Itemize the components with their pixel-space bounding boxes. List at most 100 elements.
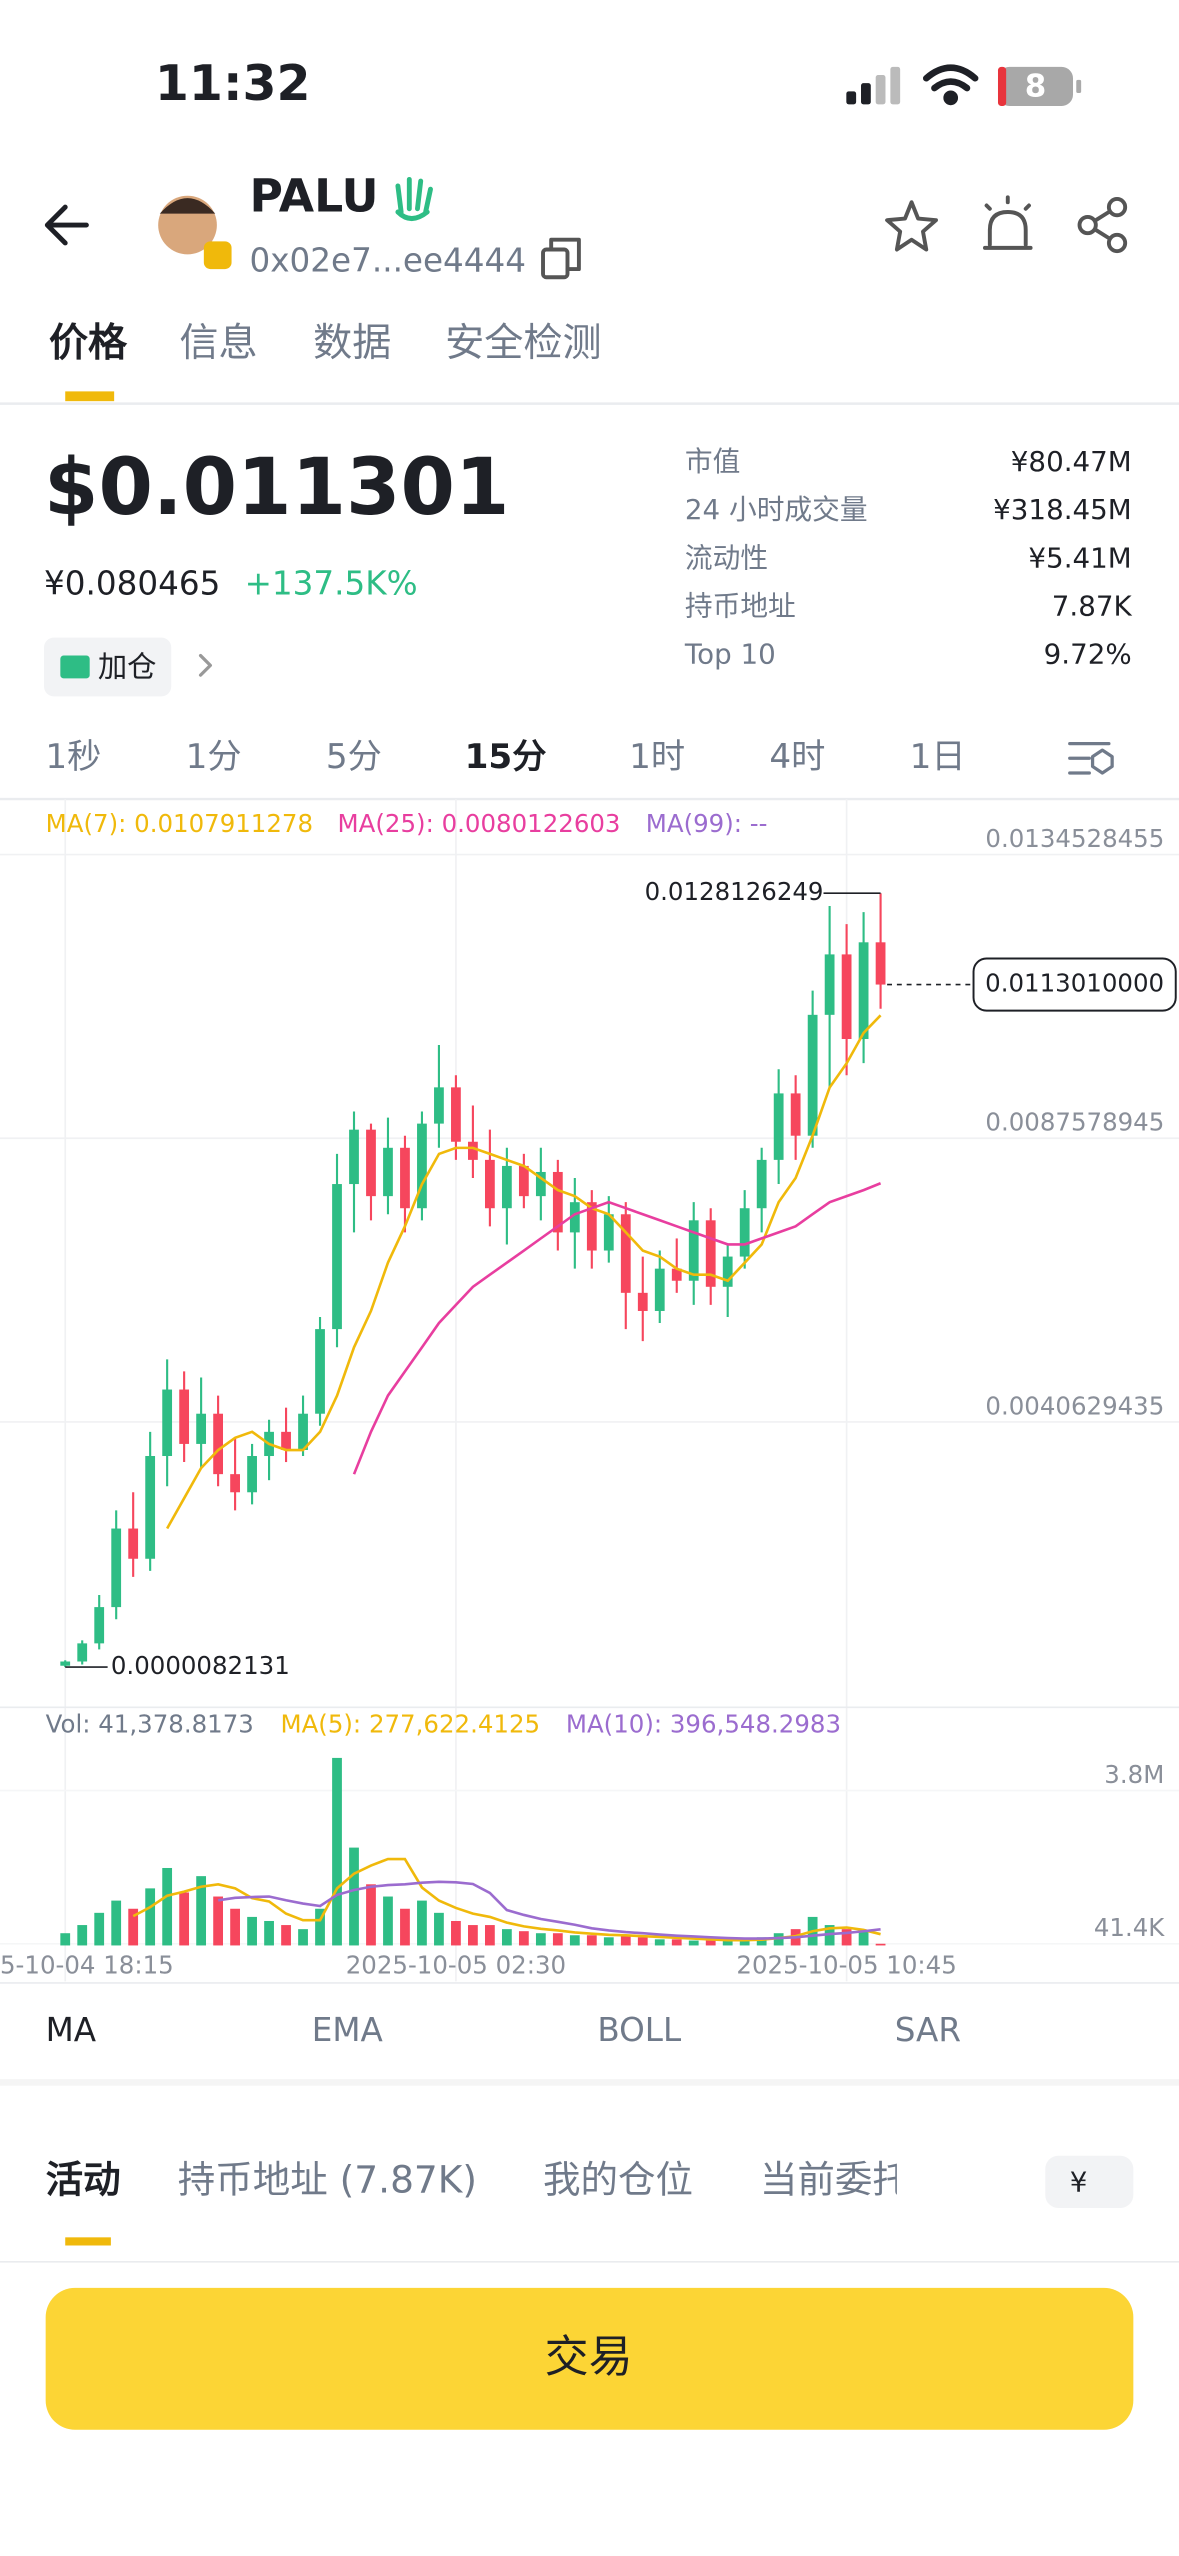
candle-body [111, 1528, 122, 1608]
stat-value: ¥318.45M [993, 493, 1132, 526]
candle-body [315, 1329, 325, 1414]
stat-label: 市值 [685, 445, 740, 478]
add-button[interactable]: 加仓 [44, 637, 172, 697]
candle-body [790, 1093, 801, 1136]
interval-tab[interactable]: 1时 [629, 737, 685, 777]
volume-bar [501, 1929, 512, 1946]
candle-body [603, 1214, 614, 1251]
volume-bar [603, 1937, 614, 1946]
battery-level [997, 66, 1007, 107]
header-tab[interactable]: 信息 [179, 321, 257, 366]
volume-legend: Vol: 41,378.8173 [46, 1709, 254, 1738]
interval-tab[interactable]: 1分 [186, 737, 242, 777]
volume-ma-legend: MA(5): 277,622.4125 [280, 1709, 540, 1738]
volume-bar [569, 1935, 580, 1946]
add-button-icon [60, 655, 90, 679]
candle-body [332, 1184, 342, 1330]
volume-bar [722, 1940, 733, 1946]
price-cny: ¥0.080465 [44, 564, 220, 602]
candle-body [705, 1220, 716, 1287]
bottom-tab[interactable]: 当前委托 [760, 2157, 910, 2201]
stat-value: 9.72% [1044, 638, 1132, 671]
bottom-tab[interactable]: 持币地址 (7.87K) [178, 2157, 477, 2201]
interval-tab[interactable]: 4时 [769, 737, 825, 777]
candle-body [162, 1389, 173, 1457]
volume-bar [671, 1939, 682, 1946]
header-tab[interactable]: 数据 [313, 321, 391, 366]
volume-bar [434, 1912, 444, 1946]
volume-ma-legend: MA(10): 396,548.2983 [566, 1709, 841, 1738]
volume-bar [858, 1931, 869, 1946]
candle-body [637, 1292, 648, 1311]
share-button[interactable] [1077, 197, 1128, 254]
token-name: PALU [249, 169, 378, 222]
volume-bar [230, 1908, 240, 1946]
volume-bar [349, 1847, 359, 1946]
stat-label: 24 小时成交量 [685, 493, 868, 526]
divider [0, 2079, 1179, 2086]
candle-body [451, 1087, 461, 1142]
alert-button[interactable] [982, 195, 1033, 250]
volume-bar [179, 1892, 190, 1946]
indicator-tab[interactable]: EMA [312, 2011, 384, 2049]
volume-bar [247, 1916, 257, 1946]
tab-indicator [65, 391, 115, 402]
price-usd: $0.011301 [44, 442, 509, 533]
header-tab[interactable]: 安全检测 [445, 321, 601, 366]
candle-body [383, 1147, 393, 1197]
favorite-button[interactable] [885, 200, 938, 252]
interval-tab[interactable]: 15分 [465, 737, 547, 777]
candle-body [349, 1129, 359, 1185]
candle-body [417, 1123, 427, 1209]
candle-body [281, 1431, 291, 1450]
y-tick-label: 0.0040629435 [985, 1391, 1164, 1420]
stat-label: 流动性 [685, 541, 768, 574]
volume-ma-line [132, 1857, 881, 1942]
currency-button-text: ¥ [1070, 2166, 1088, 2199]
back-button[interactable] [44, 204, 89, 246]
chevron[interactable] [198, 653, 212, 677]
candle-body [60, 1661, 71, 1666]
token-address: 0x02e7...ee4444 [249, 242, 526, 280]
ma-legend: MA(7): 0.0107911278 [46, 809, 313, 838]
add-button-text: 加仓 [98, 650, 157, 684]
candle-body [739, 1208, 750, 1257]
candle-body [400, 1147, 410, 1209]
volume-bar [688, 1940, 699, 1946]
volume-bar [841, 1929, 852, 1946]
interval-tab[interactable]: 1秒 [45, 737, 101, 777]
ma-line [166, 1014, 882, 1530]
trade-button[interactable] [45, 2287, 1134, 2430]
currency-button[interactable] [1045, 2155, 1134, 2208]
last-price-label: 0.0113010000 [985, 969, 1164, 998]
indicator-tab[interactable]: BOLL [597, 2011, 681, 2049]
candle-body [841, 954, 852, 1040]
candle-body [824, 954, 835, 1015]
add-button-bg [44, 637, 172, 697]
interval-tab[interactable]: 1日 [910, 737, 966, 777]
chart-settings[interactable] [1068, 741, 1114, 775]
volume-bar [484, 1925, 495, 1946]
ma-legend: MA(99): -- [646, 809, 768, 838]
candle-body [196, 1413, 207, 1444]
candle-body [586, 1202, 597, 1251]
volume-bar [281, 1925, 291, 1946]
price-change: +137.5K% [245, 564, 418, 602]
indicator-tab[interactable]: SAR [895, 2011, 961, 2049]
interval-tab[interactable]: 5分 [326, 737, 382, 777]
bottom-tab[interactable]: 我的仓位 [543, 2157, 693, 2201]
volume-bar [162, 1867, 173, 1946]
bottom-tab[interactable]: 活动 [46, 2157, 121, 2201]
volume-bar [518, 1931, 529, 1946]
wave-emoji [395, 176, 433, 221]
indicator-tab[interactable]: MA [46, 2011, 97, 2049]
header-tab[interactable]: 价格 [49, 321, 128, 366]
candle-body [722, 1256, 733, 1287]
volume-bar [468, 1925, 478, 1946]
stat-value: ¥5.41M [1028, 541, 1131, 574]
candle-body [298, 1413, 308, 1450]
copy-button[interactable] [541, 237, 581, 280]
candle-body [77, 1643, 88, 1662]
candle-body [366, 1129, 376, 1197]
